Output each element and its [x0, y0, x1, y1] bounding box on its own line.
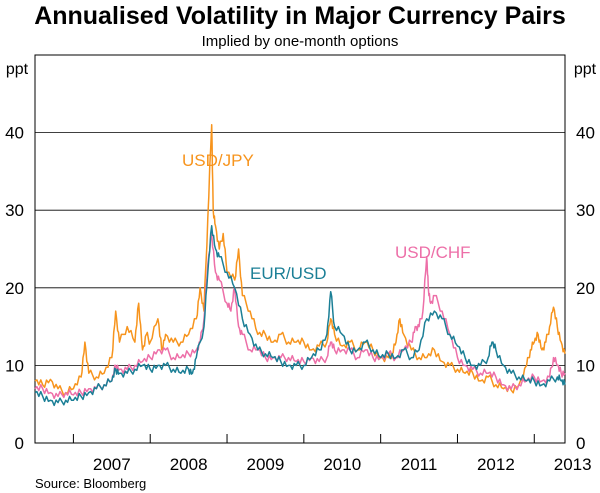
x-tick-labels: 2007 2008 2009 2010 2011 2012 2013: [93, 455, 592, 474]
annotation-usdjpy: USD/JPY: [182, 151, 254, 170]
source-note: Source: Bloomberg: [35, 476, 146, 491]
y-tick-label-left: 10: [5, 356, 24, 375]
y-tick-labels-left: 0 10 20 30 40: [5, 124, 24, 453]
y-tick-label-right: 20: [576, 279, 595, 298]
y-tick-label-left: 30: [5, 201, 24, 220]
y-tick-label-left: 40: [5, 124, 24, 143]
y-tick-label-right: 40: [576, 124, 595, 143]
plot-frame: [34, 54, 566, 444]
x-tick-label: 2013: [554, 455, 592, 474]
annotation-eurusd: EUR/USD: [250, 264, 327, 283]
x-tick-label: 2009: [247, 455, 285, 474]
y-tick-label-left: 0: [15, 434, 24, 453]
y-tick-labels-right: 0 10 20 30 40: [576, 124, 595, 453]
series-lines: [34, 124, 566, 407]
y-axis-unit-right: ppt: [574, 61, 597, 78]
chart-title: Annualised Volatility in Major Currency …: [34, 2, 566, 30]
x-tick-label: 2012: [477, 455, 515, 474]
y-tick-label-right: 0: [576, 434, 585, 453]
x-tick-label: 2011: [401, 455, 438, 474]
y-tick-label-right: 30: [576, 201, 595, 220]
series-line-usd-jpy: [34, 124, 566, 397]
x-tick-label: 2008: [170, 455, 208, 474]
chart-subtitle: Implied by one-month options: [202, 33, 399, 50]
x-tick-label: 2007: [93, 455, 131, 474]
x-tick-marks: [72, 434, 535, 443]
y-axis-unit-left: ppt: [6, 61, 29, 78]
y-tick-label-right: 10: [576, 356, 595, 375]
annotation-usdchf: USD/CHF: [395, 243, 471, 262]
y-tick-label-left: 20: [5, 279, 24, 298]
x-tick-label: 2010: [323, 455, 361, 474]
series-line-eur-usd: [34, 224, 566, 407]
